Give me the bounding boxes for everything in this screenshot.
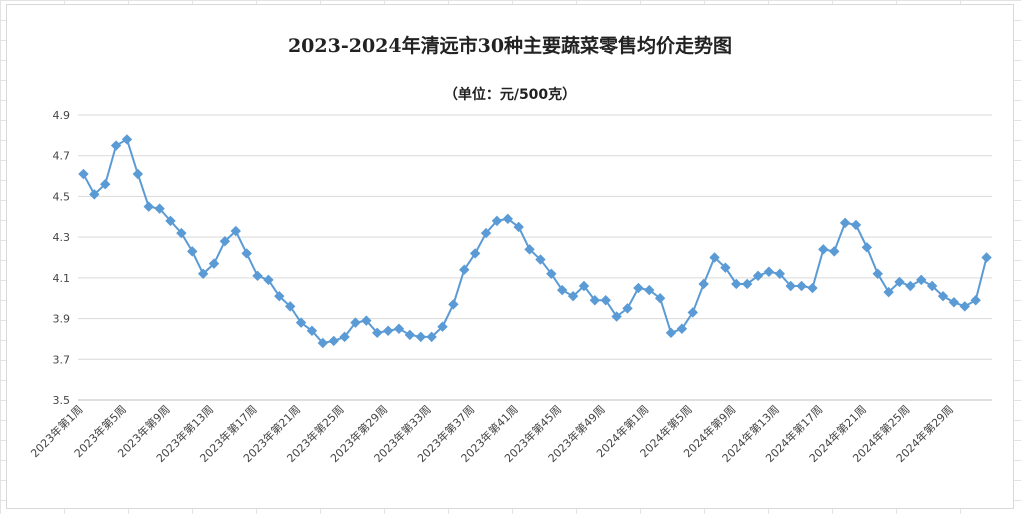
data-point bbox=[872, 268, 883, 279]
data-point bbox=[284, 301, 296, 312]
data-point bbox=[556, 284, 568, 296]
data-point bbox=[774, 268, 786, 279]
data-point bbox=[948, 297, 960, 308]
data-point bbox=[459, 264, 470, 275]
data-point bbox=[741, 278, 753, 290]
data-point bbox=[513, 221, 524, 233]
series-line bbox=[82, 137, 988, 345]
data-point bbox=[143, 201, 154, 212]
data-point bbox=[404, 329, 416, 341]
chart-title: 2023-2024年清远市30种主要蔬菜零售均价走势图 bbox=[287, 35, 733, 57]
data-point bbox=[491, 215, 503, 227]
y-tick-label: 4.1 bbox=[53, 272, 71, 285]
data-point bbox=[785, 280, 796, 292]
data-point bbox=[469, 248, 481, 259]
data-point bbox=[295, 317, 307, 328]
data-point bbox=[731, 278, 742, 290]
data-point bbox=[274, 290, 285, 302]
data-point bbox=[372, 327, 383, 339]
data-point bbox=[894, 276, 905, 288]
data-point bbox=[829, 246, 840, 257]
y-tick-label: 3.7 bbox=[53, 353, 71, 366]
y-tick-label: 4.9 bbox=[53, 109, 71, 122]
data-point bbox=[524, 244, 535, 255]
data-point bbox=[89, 189, 100, 200]
data-point bbox=[796, 280, 807, 292]
data-point bbox=[926, 280, 938, 292]
y-tick-label: 3.9 bbox=[53, 313, 71, 326]
data-point bbox=[622, 303, 633, 314]
data-point bbox=[861, 242, 873, 253]
data-point bbox=[426, 331, 437, 343]
data-point bbox=[328, 335, 339, 347]
data-point bbox=[720, 262, 731, 273]
data-point bbox=[306, 325, 318, 336]
data-point bbox=[208, 258, 220, 269]
data-point bbox=[937, 290, 949, 302]
data-point bbox=[350, 317, 361, 328]
chart-area: 2023-2024年清远市30种主要蔬菜零售均价走势图 （单位：元/500克） bbox=[6, 4, 1014, 509]
data-point bbox=[230, 225, 241, 237]
data-point bbox=[165, 215, 176, 227]
data-point bbox=[317, 337, 329, 349]
data-point bbox=[665, 327, 677, 339]
data-point bbox=[99, 179, 111, 190]
y-tick-label: 4.5 bbox=[53, 190, 71, 203]
data-point bbox=[197, 268, 209, 279]
data-point bbox=[981, 252, 992, 263]
data-point bbox=[187, 246, 198, 257]
data-point bbox=[850, 219, 862, 231]
data-point bbox=[763, 266, 775, 277]
y-tick-label: 4.3 bbox=[53, 231, 71, 244]
data-point bbox=[600, 295, 611, 306]
data-point bbox=[241, 248, 252, 259]
data-point bbox=[132, 168, 144, 180]
data-point bbox=[121, 134, 133, 145]
data-point bbox=[415, 331, 426, 343]
data-point bbox=[480, 227, 492, 239]
data-point bbox=[959, 301, 971, 312]
data-point bbox=[687, 307, 698, 318]
data-point bbox=[698, 278, 709, 290]
data-point bbox=[393, 323, 405, 334]
data-point bbox=[916, 274, 927, 286]
data-point bbox=[219, 236, 231, 247]
data-point bbox=[589, 295, 601, 306]
data-point bbox=[263, 274, 274, 286]
data-point bbox=[578, 280, 590, 292]
data-point bbox=[252, 270, 263, 282]
data-point bbox=[176, 227, 187, 239]
data-point bbox=[382, 325, 394, 336]
data-point bbox=[437, 321, 448, 332]
data-point bbox=[339, 331, 350, 343]
data-point bbox=[839, 217, 851, 229]
data-point bbox=[567, 290, 579, 302]
data-point bbox=[502, 213, 514, 225]
data-point bbox=[676, 323, 688, 334]
data-point bbox=[633, 282, 644, 294]
data-point bbox=[535, 254, 546, 265]
data-point bbox=[78, 168, 89, 180]
data-point bbox=[546, 268, 557, 279]
data-point bbox=[644, 284, 655, 296]
data-point bbox=[154, 203, 165, 214]
data-point bbox=[611, 311, 622, 322]
data-point bbox=[752, 270, 764, 282]
y-tick-label: 4.7 bbox=[53, 150, 71, 163]
data-point bbox=[448, 299, 459, 310]
y-tick-label: 3.5 bbox=[53, 394, 71, 407]
data-point bbox=[807, 282, 818, 294]
data-point bbox=[818, 244, 829, 255]
data-point bbox=[970, 295, 981, 306]
chart-subtitle: （单位：元/500克） bbox=[443, 87, 577, 103]
data-point bbox=[709, 252, 720, 263]
data-point bbox=[361, 315, 372, 326]
data-point bbox=[110, 140, 122, 151]
data-point bbox=[654, 293, 666, 304]
data-point bbox=[905, 280, 916, 292]
data-point bbox=[883, 286, 894, 298]
